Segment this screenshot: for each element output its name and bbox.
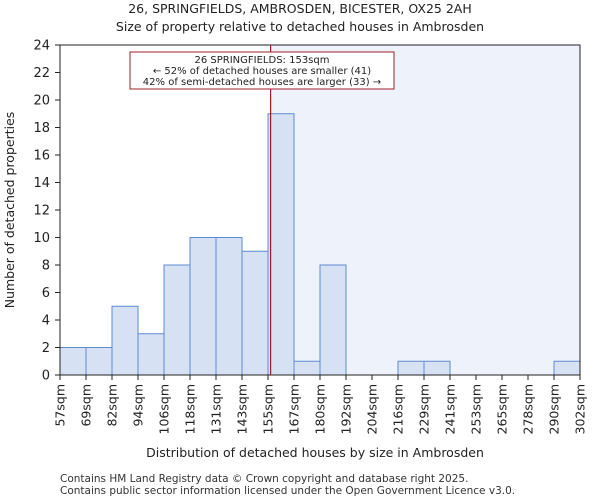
y-tick-label-14: 14 [33, 176, 50, 191]
y-axis-label: Number of detached properties [2, 112, 17, 309]
x-tick-label-290sqm: 290sqm [547, 384, 562, 434]
y-tick-label-22: 22 [33, 66, 50, 81]
larger-region-shade [270, 45, 580, 375]
y-tick-label-18: 18 [33, 121, 50, 136]
bar-216sqm [397, 360, 425, 376]
x-tick-label-302sqm: 302sqm [573, 384, 588, 434]
annotation-line-1: 26 SPRINGFIELDS: 153sqm [195, 55, 330, 66]
x-axis-label: Distribution of detached houses by size … [146, 445, 484, 460]
x-tick-label-180sqm: 180sqm [313, 384, 328, 434]
y-tick-label-20: 20 [33, 94, 50, 109]
chart-subtitle: Size of property relative to detached ho… [115, 19, 485, 34]
x-tick-label-143sqm: 143sqm [235, 384, 250, 434]
footer-licence: Contains public sector information licen… [60, 485, 516, 497]
bar-82sqm [111, 305, 139, 376]
x-tick-label-265sqm: 265sqm [495, 384, 510, 434]
bar-155sqm [267, 113, 295, 376]
annotation-box [129, 51, 395, 90]
footer-copyright: Contains HM Land Registry data © Crown c… [60, 473, 469, 485]
y-tick-label-10: 10 [33, 231, 50, 246]
bar-57sqm [59, 347, 87, 376]
x-tick-label-253sqm: 253sqm [469, 384, 484, 434]
y-tick-label-6: 6 [42, 286, 50, 301]
y-tick-label-2: 2 [42, 341, 50, 356]
bar-143sqm [241, 250, 269, 376]
x-tick-label-241sqm: 241sqm [443, 384, 458, 434]
x-tick-label-131sqm: 131sqm [209, 384, 224, 434]
y-tick-label-4: 4 [42, 314, 50, 329]
x-tick-label-204sqm: 204sqm [365, 384, 380, 434]
x-tick-label-82sqm: 82sqm [105, 384, 120, 427]
bars-layer [59, 113, 581, 376]
x-tick-label-155sqm: 155sqm [261, 384, 276, 434]
bar-167sqm [293, 360, 321, 376]
x-tick-label-278sqm: 278sqm [521, 384, 536, 434]
x-tick-label-106sqm: 106sqm [157, 384, 172, 434]
bar-290sqm [553, 360, 581, 376]
y-tick-label-12: 12 [33, 204, 50, 219]
chart-title: 26, SPRINGFIELDS, AMBROSDEN, BICESTER, O… [128, 1, 472, 16]
y-tick-label-24: 24 [33, 39, 50, 54]
bar-106sqm [163, 264, 191, 376]
y-tick-label-0: 0 [42, 369, 50, 384]
x-tick-label-57sqm: 57sqm [53, 384, 68, 427]
x-tick-label-192sqm: 192sqm [339, 384, 354, 434]
x-tick-label-118sqm: 118sqm [183, 384, 198, 434]
bar-94sqm [137, 333, 165, 376]
y-tick-label-8: 8 [42, 259, 50, 274]
bar-118sqm [189, 237, 217, 376]
x-tick-label-167sqm: 167sqm [287, 384, 302, 434]
x-tick-label-69sqm: 69sqm [79, 384, 94, 427]
bar-229sqm [423, 360, 451, 376]
y-tick-label-16: 16 [33, 149, 50, 164]
highlight-layer [270, 45, 580, 375]
bar-131sqm [215, 237, 243, 376]
annotation-line-2: ← 52% of detached houses are smaller (41… [153, 66, 371, 77]
bar-69sqm [85, 347, 113, 376]
bar-180sqm [319, 264, 347, 376]
x-tick-label-229sqm: 229sqm [417, 384, 432, 434]
x-tick-label-216sqm: 216sqm [391, 384, 406, 434]
annotation-layer: 26 SPRINGFIELDS: 153sqm← 52% of detached… [129, 51, 395, 90]
annotation-line-3: 42% of semi-detached houses are larger (… [143, 77, 381, 88]
x-tick-label-94sqm: 94sqm [131, 384, 146, 427]
